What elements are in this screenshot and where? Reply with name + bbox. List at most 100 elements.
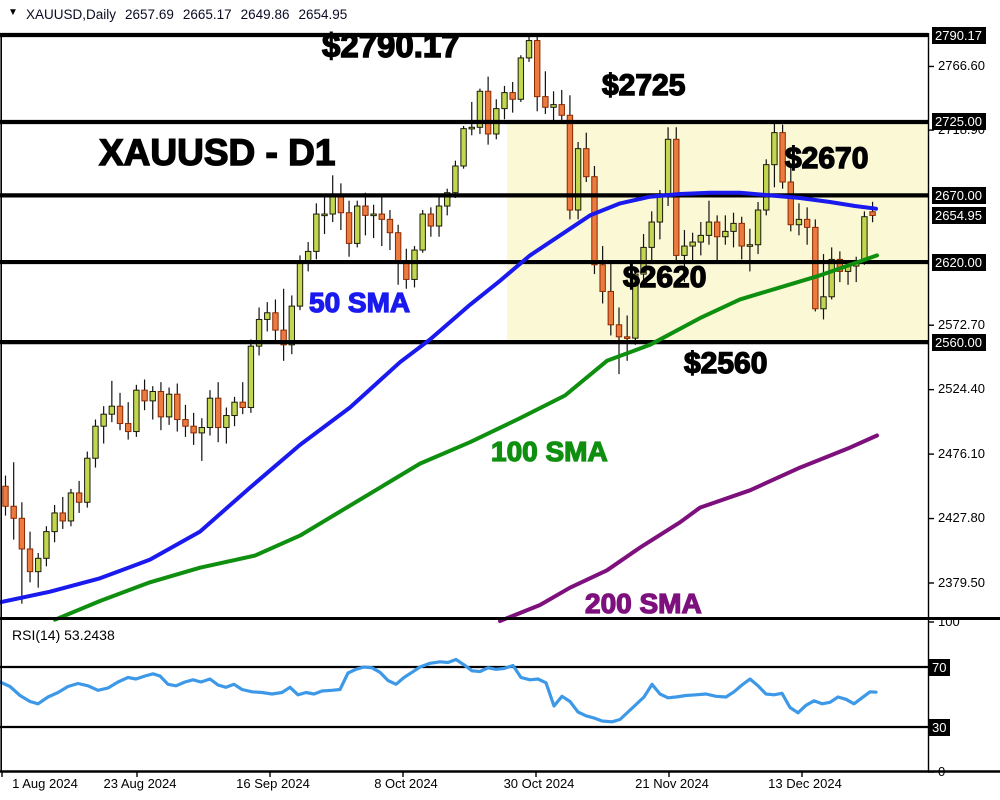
- price-axis-label: 2670.00: [932, 186, 986, 204]
- candle-bull: [264, 312, 271, 320]
- price-axis-label: 2524.40: [938, 381, 985, 397]
- price-axis-label: 2572.70: [938, 316, 985, 332]
- candle-bear: [141, 389, 148, 402]
- candle-bear: [394, 232, 402, 262]
- rsi-axis-label: 70: [929, 658, 951, 676]
- candle-bear: [812, 226, 819, 310]
- low-value: 2649.86: [240, 7, 290, 22]
- candle-bear: [10, 505, 17, 519]
- candle-bull: [288, 305, 296, 346]
- candle-bear: [787, 181, 794, 226]
- price-axis-label: 2379.50: [938, 574, 985, 590]
- chart-ohlc-readout: XAUUSD,Daily 2657.69 2665.17 2649.86 2654.95: [26, 7, 356, 22]
- candle-bear: [26, 548, 34, 573]
- candle-bear: [869, 211, 876, 216]
- candle-bull: [861, 216, 868, 262]
- candle-bear: [534, 40, 541, 98]
- candle-bull: [313, 213, 320, 252]
- candle-bull: [746, 244, 754, 247]
- price-axis-label: 2620.00: [932, 253, 986, 271]
- candle-bull: [632, 273, 639, 339]
- candle-bull: [435, 205, 443, 227]
- price-axis-label: 2790.17: [932, 26, 986, 44]
- candle-bear: [2, 485, 9, 507]
- candle-bull: [67, 492, 75, 522]
- candle-bear: [345, 212, 353, 244]
- candle-bear: [738, 222, 745, 247]
- candle-bear: [583, 148, 590, 178]
- candle-bear: [116, 405, 124, 425]
- candle-bear: [378, 213, 385, 220]
- candle-bear: [607, 290, 615, 326]
- price-axis-label: 2427.80: [938, 510, 985, 526]
- candle-bear: [182, 419, 189, 427]
- candle-bear: [591, 176, 598, 266]
- sma-100-line: [53, 253, 879, 622]
- candle-bull: [476, 90, 484, 128]
- candle-bull: [108, 405, 116, 415]
- annotation-chart-title: XAUUSD - D1: [98, 132, 336, 173]
- x-axis-label: 8 Oct 2024: [374, 776, 438, 791]
- candle-bull: [321, 213, 328, 217]
- x-axis-label: 1 Aug 2024: [12, 776, 78, 791]
- candle-bull: [35, 557, 42, 573]
- candle-bull: [452, 165, 459, 194]
- chart-titlebar: ▼ XAUUSD,Daily 2657.69 2665.17 2649.86 2654.…: [0, 0, 1000, 30]
- candle-bear: [239, 401, 246, 409]
- symbol-dropdown-icon[interactable]: ▼: [8, 7, 18, 18]
- candle-bear: [713, 221, 721, 238]
- candle-bull: [43, 531, 50, 559]
- candle-bear: [125, 423, 132, 433]
- candle-bear: [337, 194, 345, 214]
- annotation-level-2670: $2670: [784, 142, 869, 175]
- candle-bull: [198, 427, 206, 434]
- candle-bull: [574, 148, 582, 211]
- candle-bull: [550, 104, 557, 108]
- sma-200-line: [498, 433, 879, 623]
- rsi-axis-label: 0: [938, 763, 946, 779]
- candle-bull: [411, 249, 418, 280]
- symbol-timeframe-label: XAUUSD,Daily: [26, 7, 117, 22]
- candle-bull: [304, 250, 312, 262]
- price-axis-label: 2560.00: [932, 333, 986, 351]
- candle-bull: [664, 138, 672, 196]
- candle-bull: [501, 92, 508, 110]
- candle-bull: [525, 40, 533, 59]
- open-value: 2657.69: [125, 7, 174, 22]
- candle-bear: [59, 512, 66, 522]
- annotation-level-2620: $2620: [622, 261, 707, 294]
- candle-bear: [190, 425, 197, 434]
- candle-bear: [75, 492, 83, 503]
- candle-bull: [223, 415, 230, 429]
- price-axis-label: 2476.10: [938, 445, 985, 461]
- price-axis-label: 2766.60: [938, 57, 985, 73]
- candle-bear: [803, 218, 811, 228]
- annotation-level-2560: $2560: [683, 347, 768, 380]
- candle-bull: [444, 192, 451, 207]
- x-axis-label: 23 Aug 2024: [103, 776, 177, 791]
- candle-bear: [214, 397, 222, 429]
- candle-bull: [354, 205, 361, 244]
- candle-bear: [558, 104, 565, 116]
- candle-bull: [795, 218, 803, 226]
- candle-bull: [165, 393, 173, 418]
- candle-bull: [296, 260, 304, 307]
- candle-bull: [763, 164, 770, 211]
- candle-bull: [84, 457, 91, 503]
- candle-bull: [255, 318, 263, 347]
- candle-bull: [820, 296, 827, 310]
- candle-bull: [730, 222, 737, 232]
- candle-bull: [754, 209, 762, 246]
- candle-bull: [149, 391, 156, 402]
- rsi-axis-label: 30: [929, 718, 951, 736]
- candle-bear: [280, 329, 287, 346]
- candle-bear: [509, 92, 516, 100]
- candle-bull: [247, 345, 255, 409]
- x-axis-label: 16 Sep 2024: [236, 776, 310, 791]
- close-value: 2654.95: [298, 7, 348, 22]
- candle-bear: [18, 517, 26, 550]
- rsi-axis-label: 100: [938, 613, 960, 629]
- candle-bull: [51, 512, 58, 533]
